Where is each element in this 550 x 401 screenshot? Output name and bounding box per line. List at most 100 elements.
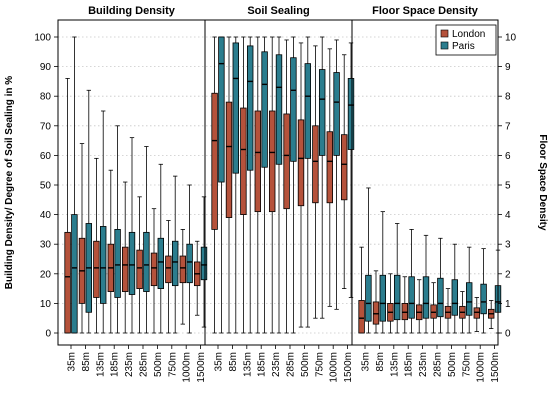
y-tick-label: 4 [505, 210, 511, 221]
x-tick-label: 1500m [196, 352, 207, 383]
box [347, 78, 355, 150]
box [393, 274, 401, 321]
x-tick-label: 185m [257, 352, 268, 377]
box [211, 92, 218, 230]
box [379, 274, 386, 322]
box [297, 119, 305, 207]
x-tick-label: 750m [167, 352, 178, 377]
y-tick-label: 7 [505, 121, 511, 132]
legend-swatch [440, 41, 449, 50]
panel-title: Soil Sealing [247, 5, 309, 17]
x-tick-label: 750m [461, 352, 472, 377]
y-tick-label: 100 [34, 33, 51, 44]
x-tick-label: 235m [124, 352, 135, 377]
box [422, 276, 430, 319]
box [93, 240, 100, 298]
y-tick-label: 9 [505, 62, 511, 73]
y-tick-label: 10 [505, 33, 517, 44]
box [186, 243, 193, 284]
panel-titles: Building Density Soil Sealing Floor Space … [88, 5, 479, 17]
x-tick-label: 1000m [329, 352, 340, 383]
box [283, 113, 290, 210]
x-tick-label: 35m [361, 352, 372, 371]
x-tick-label: 1000m [476, 352, 487, 383]
y-tick-label: 20 [40, 269, 52, 280]
box [268, 110, 276, 213]
y-tick-label: 3 [505, 240, 511, 251]
box [358, 300, 365, 334]
box [365, 274, 372, 322]
legend-label: Paris [452, 41, 475, 52]
box-marks [64, 36, 502, 334]
box [401, 302, 408, 321]
box [232, 42, 239, 174]
box [240, 107, 247, 215]
y-tick-label: 2 [505, 269, 511, 280]
y-tick-label: 60 [40, 151, 52, 162]
box [225, 101, 233, 218]
box [150, 252, 158, 287]
x-tick-label: 135m [389, 352, 400, 377]
box [136, 249, 143, 289]
box [318, 69, 326, 156]
box [218, 36, 225, 183]
panel-title: Building Density [88, 5, 176, 17]
plot-border [57, 19, 499, 346]
y-tick-label: 40 [40, 210, 52, 221]
box [340, 134, 348, 201]
box [290, 57, 297, 162]
box [200, 246, 208, 281]
legend-swatch [440, 29, 449, 38]
box [165, 255, 172, 284]
box [304, 63, 311, 159]
box [143, 231, 150, 292]
box [275, 54, 283, 165]
box [114, 228, 121, 298]
box [437, 277, 444, 318]
legend-label: London [452, 29, 485, 40]
box [64, 231, 71, 334]
x-tick-label: 1500m [490, 352, 501, 383]
box [179, 255, 186, 284]
y-tick-label: 30 [40, 240, 52, 251]
box [261, 51, 268, 168]
y-tick-label: 80 [40, 92, 52, 103]
box [122, 246, 129, 292]
y-tick-label: 10 [40, 299, 52, 310]
box [473, 307, 480, 319]
box [157, 237, 164, 289]
box [430, 304, 437, 319]
y-tick-label: 0 [505, 329, 511, 340]
box [465, 282, 473, 316]
plot-frame [57, 19, 499, 346]
box [254, 110, 261, 213]
x-tick-label: 85m [375, 352, 386, 371]
box [326, 131, 333, 204]
x-tick-label: 235m [271, 352, 282, 377]
panel-title: Floor Space Density [372, 5, 479, 17]
box [312, 125, 319, 204]
box [100, 226, 107, 304]
box [71, 214, 78, 334]
x-tick-label: 185m [404, 352, 415, 377]
x-tick-label: 500m [300, 352, 311, 377]
y-tick-label: 50 [40, 181, 52, 192]
x-tick-label: 185m [110, 352, 121, 377]
x-tick-label: 285m [139, 352, 150, 377]
y-tick-label: 70 [40, 121, 52, 132]
y-tick-label: 1 [505, 299, 511, 310]
x-tick-label: 85m [81, 352, 92, 371]
axes: 35m 85m 135m 185m 235m 285m 500m 750m 1000m 1500m… [4, 33, 548, 383]
x-tick-label: 35m [67, 352, 78, 371]
y-tick-label: 8 [505, 92, 511, 103]
x-tick-label: 135m [95, 352, 106, 377]
y-tick-label: 90 [40, 62, 52, 73]
x-tick-label: 285m [433, 352, 444, 377]
box [480, 283, 487, 315]
x-tick-label: 235m [418, 352, 429, 377]
right-axis-title: Floor Space Density [537, 134, 548, 231]
box [372, 301, 380, 325]
x-tick-label: 135m [242, 352, 253, 377]
